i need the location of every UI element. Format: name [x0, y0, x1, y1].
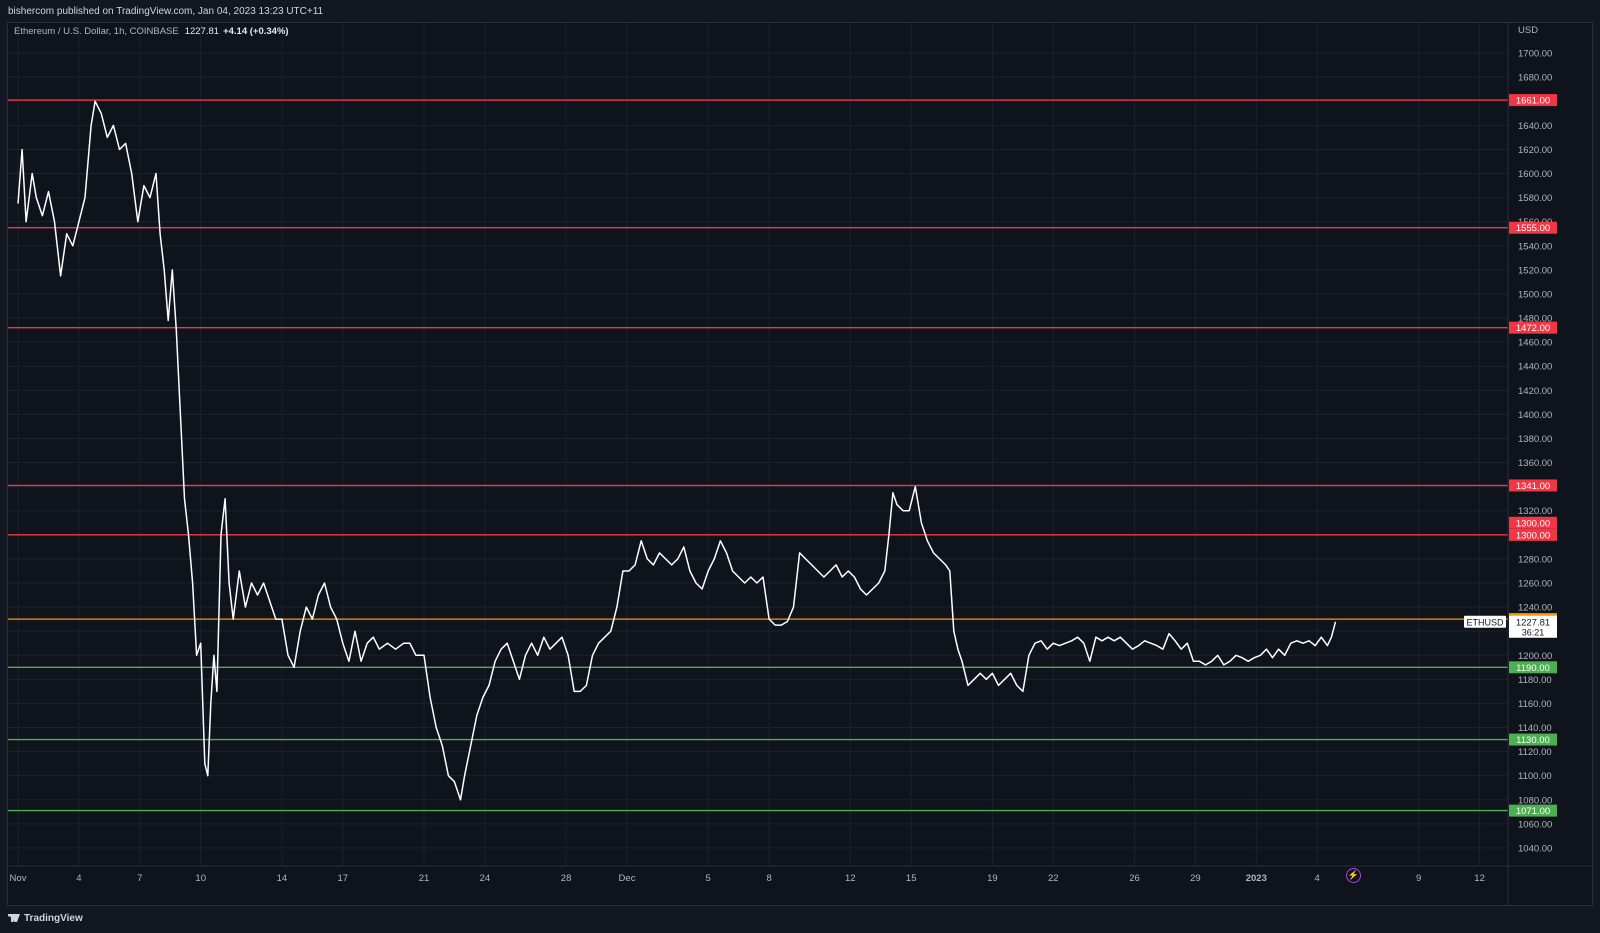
y-tick-label: 1240.00 — [1518, 603, 1552, 614]
y-tick-label: 1540.00 — [1518, 241, 1552, 252]
tradingview-logo-icon — [8, 914, 20, 922]
level-label: 1661.00 — [1516, 96, 1550, 107]
y-tick-label: 1480.00 — [1518, 314, 1552, 325]
x-tick-label: 5 — [706, 873, 711, 884]
y-tick-label: 1180.00 — [1518, 675, 1552, 686]
x-tick-label: 21 — [419, 873, 430, 884]
y-tick-label: 1380.00 — [1518, 434, 1552, 445]
y-tick-label: 1460.00 — [1518, 338, 1552, 349]
time-axis: Nov 4 7 10 14 17 21 24 28 Dec 5 8 12 15 19 22 26 29 2023 4 9… — [8, 865, 1592, 884]
y-tick-label: 1140.00 — [1518, 723, 1552, 734]
x-tick-label: Dec — [619, 873, 636, 884]
currency-label: USD — [1518, 25, 1538, 36]
level-label: 1071.00 — [1516, 806, 1550, 817]
y-tick-label: 1640.00 — [1518, 121, 1552, 132]
x-tick-label: 4 — [1315, 873, 1320, 884]
x-tick-label: 2023 — [1246, 873, 1267, 884]
y-tick-label: 1440.00 — [1518, 362, 1552, 373]
y-tick-label: 1580.00 — [1518, 193, 1552, 204]
level-label: 1300.00 — [1516, 530, 1550, 541]
extra-label-bg — [1509, 516, 1557, 529]
y-tick-label: 1400.00 — [1518, 410, 1552, 421]
x-tick-label: 14 — [277, 873, 288, 884]
y-tick-label: 1420.00 — [1518, 386, 1552, 397]
chart-frame — [7, 22, 1593, 906]
y-tick-label: 1160.00 — [1518, 699, 1552, 710]
y-tick-label: 1600.00 — [1518, 169, 1552, 180]
last-value: 1227.81 — [184, 26, 220, 37]
x-tick-label: 15 — [906, 873, 917, 884]
level-label: 1130.00 — [1516, 735, 1550, 746]
level-label-bg — [1509, 804, 1557, 817]
x-tick-label: 19 — [987, 873, 998, 884]
level-label-bg — [1509, 221, 1557, 234]
y-tick-label: 1320.00 — [1518, 506, 1552, 517]
y-tick-label: 1100.00 — [1518, 771, 1552, 782]
x-tick-label: 17 — [338, 873, 349, 884]
last-price-bg — [1509, 615, 1557, 638]
x-tick-label: 29 — [1190, 873, 1201, 884]
level-label-bg — [1509, 94, 1557, 107]
y-tick-label: 1620.00 — [1518, 145, 1552, 156]
footer-bar — [0, 906, 1600, 933]
x-tick-label: Nov — [10, 873, 27, 884]
x-tick-label: 24 — [480, 873, 491, 884]
countdown-label: 36:21 — [1522, 627, 1545, 637]
x-tick-label: 7 — [137, 873, 142, 884]
x-tick-label: 22 — [1048, 873, 1059, 884]
price-axis: USD1040.001060.001080.001100.001120.0011… — [1507, 23, 1552, 906]
last-price-label: 1227.81 — [1516, 617, 1550, 628]
grid-lines — [8, 23, 1508, 866]
level-label-bg — [1509, 321, 1557, 334]
publish-bar: bishercom published on TradingView.com, … — [0, 0, 1600, 22]
y-tick-label: 1500.00 — [1518, 289, 1552, 300]
level-label: 1555.00 — [1516, 223, 1550, 234]
x-tick-label: 26 — [1129, 873, 1140, 884]
level-label-bg — [1509, 661, 1557, 674]
ticker-tag: ETHUSD — [1466, 617, 1504, 627]
x-tick-label: 12 — [1474, 873, 1485, 884]
level-labels: 1661.001555.001472.001341.001300.001230.… — [1464, 94, 1557, 817]
y-tick-label: 1200.00 — [1518, 651, 1552, 662]
y-tick-label: 1360.00 — [1518, 458, 1552, 469]
level-label: 1341.00 — [1516, 481, 1550, 492]
y-tick-label: 1060.00 — [1518, 819, 1552, 830]
brand[interactable]: TradingView — [8, 913, 83, 924]
change-value: +4.14 (+0.34%) — [223, 26, 289, 37]
x-tick-label: 9 — [1416, 873, 1421, 884]
publisher-text: bishercom published on TradingView.com, … — [8, 6, 324, 17]
symbol-name: Ethereum / U.S. Dollar, 1h, COINBASE — [14, 26, 179, 37]
x-tick-label: 4 — [76, 873, 81, 884]
brand-name: TradingView — [24, 913, 83, 924]
x-tick-label: 28 — [561, 873, 572, 884]
y-tick-label: 1680.00 — [1518, 73, 1552, 84]
y-tick-label: 1260.00 — [1518, 578, 1552, 589]
x-tick-label: 8 — [766, 873, 771, 884]
price-line — [17, 100, 1337, 801]
level-lines — [8, 99, 1508, 812]
symbol-legend[interactable]: Ethereum / U.S. Dollar, 1h, COINBASE 1227… — [14, 26, 289, 37]
x-tick-label: 12 — [845, 873, 856, 884]
y-tick-label: 1280.00 — [1518, 554, 1552, 565]
price-series — [17, 100, 1337, 801]
y-tick-label: 1080.00 — [1518, 795, 1552, 806]
lightning-icon[interactable]: ⚡ — [1346, 868, 1361, 883]
level-label-bg — [1509, 733, 1557, 746]
ticker-tag-bg — [1464, 615, 1506, 628]
level-label-bg — [1509, 528, 1557, 541]
y-tick-label: 1120.00 — [1518, 747, 1552, 758]
level-label-bg — [1509, 479, 1557, 492]
y-tick-label: 1520.00 — [1518, 265, 1552, 276]
y-tick-label: 1700.00 — [1518, 49, 1552, 60]
level-label: 1472.00 — [1516, 323, 1550, 334]
x-tick-label: 10 — [195, 873, 206, 884]
level-label: 1190.00 — [1516, 663, 1550, 674]
extra-label: 1300.00 — [1516, 518, 1550, 529]
y-tick-label: 1040.00 — [1518, 843, 1552, 854]
